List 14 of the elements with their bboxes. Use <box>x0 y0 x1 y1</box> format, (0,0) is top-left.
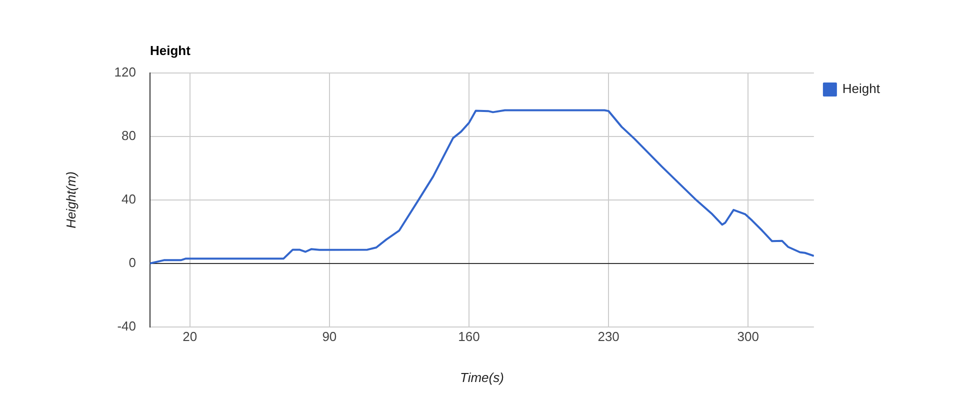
y-tick-label: 40 <box>122 191 136 206</box>
y-tick-label: 80 <box>122 128 136 144</box>
x-tick-label: 230 <box>598 329 620 344</box>
x-tick-label: 160 <box>458 329 480 344</box>
y-axis-title: Height(m) <box>63 171 78 228</box>
legend-label: Height <box>842 81 880 96</box>
y-tick-label: 0 <box>128 254 136 270</box>
chart-title: Height <box>150 43 190 58</box>
y-tick-label: 120 <box>114 64 136 80</box>
x-axis-title: Time(s) <box>460 370 504 385</box>
x-tick-label: 90 <box>322 329 337 344</box>
x-tick-label: 300 <box>737 329 759 344</box>
y-tick-label: -40 <box>117 318 136 334</box>
x-tick-label: 20 <box>182 329 198 344</box>
